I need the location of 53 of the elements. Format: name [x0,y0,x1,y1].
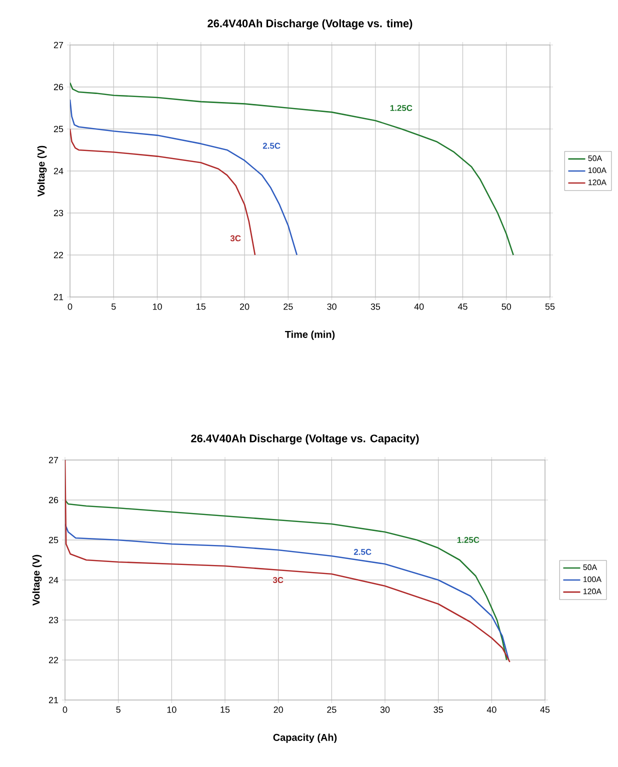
x-tick-label: 20 [240,303,250,310]
x-tick-label: 5 [116,706,120,713]
x-tick-label: 15 [220,706,230,713]
y-tick-label: 21 [48,696,58,704]
x-tick-label: 55 [545,304,555,310]
y-axis-title: Voltage (V) [37,146,47,197]
annotation: 2.5C [354,548,372,555]
x-tick-label: 35 [370,303,380,310]
x-tick-label: 5 [112,304,116,310]
x-tick-label: 45 [458,304,468,310]
y-tick-label: 27 [48,456,58,464]
annotation: 2.5C [262,142,280,149]
x-axis-title: Time (min) [285,330,335,340]
x-tick-label: 35 [434,706,443,713]
y-tick-label: 22 [54,252,64,258]
y-tick-label: 24 [54,168,64,174]
x-tick-label: 20 [274,706,283,713]
chart-title: 26.4V40Ah Discharge (Voltage vs. Capacity) [191,434,419,445]
line-series [70,82,514,256]
annotation: 3C [272,577,284,584]
x-tick-label: 40 [486,706,496,713]
chart-title: 26.4V40Ah Discharge (Voltage vs. time) [208,19,412,30]
x-tick-label: 50 [502,303,512,310]
y-tick-label: 24 [48,576,58,584]
annotation: 1.25C [390,105,412,111]
x-tick-label: 30 [327,303,336,310]
y-tick-label: 25 [48,536,58,544]
x-tick-label: 10 [152,303,162,310]
x-tick-label: 40 [414,303,424,310]
y-tick-label: 26 [48,496,58,504]
x-tick-label: 10 [167,706,176,713]
x-tick-label: 25 [327,706,336,713]
annotation: 3C [230,235,241,242]
line-series [65,499,508,661]
y-tick-label: 23 [48,616,58,624]
line-series [70,128,256,256]
x-tick-label: 30 [380,706,390,713]
x-axis-title: Capacity (Ah) [273,734,337,743]
annotation: 1.25C [457,536,480,543]
y-tick-label: 23 [54,210,64,216]
x-tick-label: 25 [284,303,293,310]
x-tick-label: 0 [62,706,68,713]
y-tick-label: 27 [54,42,64,48]
y-tick-label: 22 [48,656,58,664]
x-tick-label: 15 [196,304,206,310]
y-tick-label: 21 [54,294,64,300]
y-tick-label: 26 [54,84,64,90]
y-axis-title: Voltage (V) [32,554,42,606]
x-tick-label: 45 [540,706,550,713]
x-tick-label: 0 [68,303,72,310]
line-series [70,98,298,256]
line-series [65,460,510,663]
y-tick-label: 25 [54,126,64,132]
